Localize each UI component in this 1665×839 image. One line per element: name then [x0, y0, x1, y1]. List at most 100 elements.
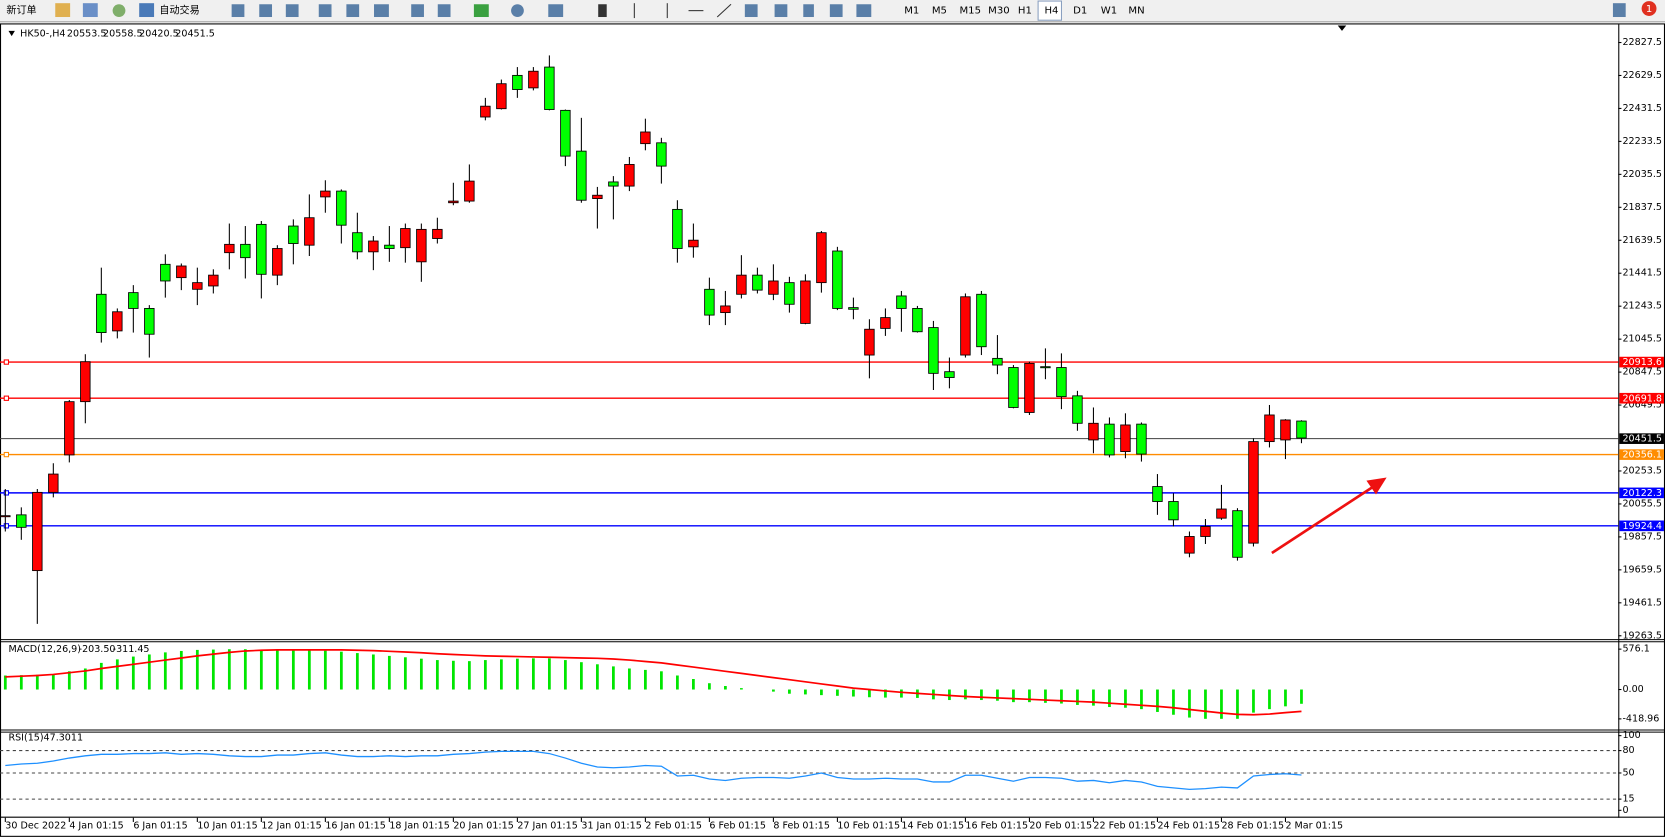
symbol-title: HK50-,H4	[20, 29, 65, 40]
icon[interactable]	[473, 4, 489, 18]
candle-body	[1024, 362, 1035, 413]
timeframe-button[interactable]: D1	[1073, 6, 1087, 17]
level-tag	[1619, 520, 1664, 532]
icon[interactable]	[437, 4, 451, 18]
macd-bar	[612, 666, 615, 690]
level-tag	[1619, 356, 1664, 368]
candle-body	[1280, 419, 1291, 441]
candle-body	[496, 83, 507, 110]
search-icon[interactable]	[1612, 3, 1626, 18]
macd-bar	[996, 689, 999, 701]
icon[interactable]	[82, 3, 98, 18]
macd-bar	[628, 668, 631, 690]
x-tick-label: 27 Jan 01:15	[517, 821, 577, 832]
icon[interactable]	[259, 4, 273, 18]
icon[interactable]	[318, 4, 332, 18]
macd-bar	[1028, 689, 1031, 703]
x-tick-label: 14 Feb 01:15	[901, 821, 964, 832]
icon[interactable]	[231, 4, 245, 18]
timeframe-button[interactable]: W1	[1101, 6, 1117, 17]
candle-body	[176, 265, 187, 279]
x-tick-label: 24 Feb 01:15	[1157, 821, 1220, 832]
x-tick-label: 8 Feb 01:15	[773, 821, 830, 832]
new-order-button[interactable]: 新订单	[6, 4, 36, 17]
macd-bar	[660, 671, 663, 690]
macd-bar	[515, 658, 519, 690]
icon[interactable]	[55, 3, 71, 18]
icon[interactable]	[112, 4, 126, 18]
candle-body	[96, 293, 107, 333]
x-tick-label: 6 Jan 01:15	[133, 821, 187, 832]
notification-badge[interactable]	[1641, 1, 1657, 16]
macd-bar	[51, 674, 55, 690]
timeframe-button[interactable]: H4	[1044, 6, 1058, 17]
candle-body	[432, 228, 443, 239]
icon[interactable]	[511, 4, 524, 18]
macd-bar	[1252, 689, 1255, 713]
candle-body	[512, 74, 523, 90]
macd-bar	[836, 689, 839, 696]
candle-body	[1136, 423, 1147, 455]
macd-bar	[339, 651, 343, 690]
icon[interactable]	[774, 4, 788, 18]
icon[interactable]	[829, 4, 843, 18]
candle-body	[1168, 501, 1179, 521]
macd-bar	[243, 649, 247, 690]
ohlc-open: 20553.5	[67, 29, 106, 40]
macd-bar	[435, 660, 439, 690]
icon[interactable]	[856, 4, 872, 18]
macd-bar	[964, 689, 967, 700]
icon[interactable]	[548, 4, 564, 18]
level-tag-label: 20913.6	[1622, 357, 1661, 368]
toolbar: 新订单 自动交易 M	[0, 0, 1665, 23]
candle-body	[304, 217, 315, 246]
candle-body	[960, 296, 971, 356]
y-tick-label: 80	[1622, 745, 1634, 756]
icon[interactable]	[744, 4, 758, 18]
y-tick-label: 100	[1622, 730, 1640, 741]
auto-trading-button[interactable]: 自动交易	[159, 4, 199, 17]
macd-bar	[403, 657, 407, 690]
icon[interactable]	[139, 3, 155, 18]
timeframe-button[interactable]: MN	[1128, 6, 1144, 17]
icon[interactable]	[346, 4, 360, 18]
candle-body	[592, 194, 603, 199]
icon[interactable]	[716, 3, 732, 18]
macd-bar	[227, 649, 231, 690]
y-tick-label: -418.96	[1622, 713, 1659, 724]
symbol-menu-arrow[interactable]	[8, 30, 15, 37]
timeframe-button[interactable]: M1	[904, 6, 919, 17]
icon[interactable]	[411, 4, 424, 18]
macd-bar	[579, 662, 583, 690]
macd-bar	[531, 658, 535, 690]
icon[interactable]	[598, 4, 607, 18]
level-tag-label: 20122.3	[1622, 488, 1661, 499]
timeframe-button[interactable]: M15	[959, 6, 981, 17]
timeframe-button[interactable]: M5	[932, 6, 947, 17]
icon[interactable]	[803, 4, 814, 18]
icon[interactable]	[285, 4, 299, 18]
y-tick-label: 20649.5	[1622, 400, 1661, 411]
rsi-line	[5, 750, 1302, 791]
y-tick-label: 21045.5	[1622, 334, 1661, 345]
candle-body	[48, 473, 59, 493]
macd-bar	[1124, 689, 1127, 708]
candle-body	[688, 239, 699, 248]
arrow-head	[1366, 477, 1387, 495]
icon[interactable]	[374, 4, 389, 18]
shift-marker[interactable]	[1337, 25, 1347, 31]
y-tick-label: 22629.5	[1622, 70, 1661, 81]
y-tick-label: 21639.5	[1622, 235, 1661, 246]
x-tick-label: 16 Feb 01:15	[965, 821, 1028, 832]
macd-bar	[1060, 689, 1063, 704]
x-tick-label: 2 Mar 01:15	[1285, 821, 1343, 832]
macd-bar	[820, 689, 823, 696]
candle-body	[192, 282, 203, 290]
y-tick-label: 22233.5	[1622, 136, 1661, 147]
timeframe-button[interactable]: M30	[988, 6, 1010, 17]
timeframe-button[interactable]: H1	[1018, 6, 1032, 17]
candle-body	[464, 180, 475, 202]
x-tick-label: 4 Jan 01:15	[69, 821, 123, 832]
candle-body	[992, 357, 1003, 366]
macd-bar	[788, 689, 791, 694]
